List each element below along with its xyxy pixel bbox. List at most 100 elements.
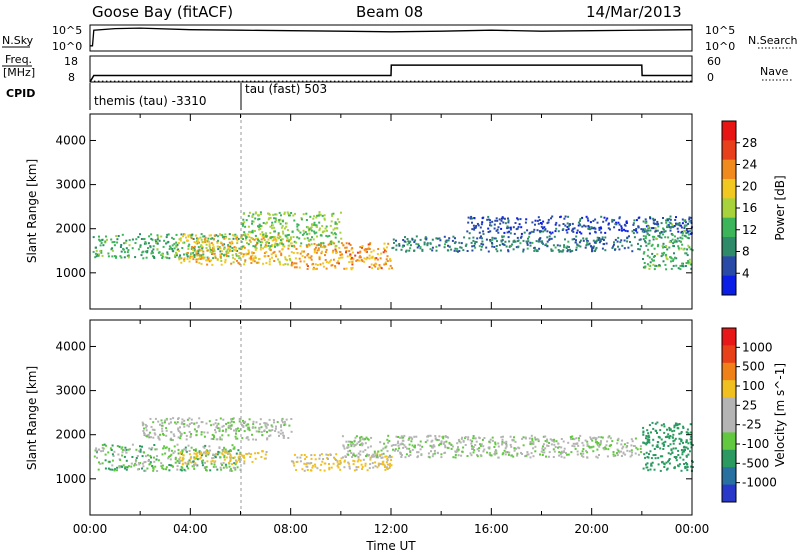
power-cell bbox=[507, 250, 510, 253]
velocity-cell bbox=[411, 444, 414, 447]
power-cell bbox=[596, 239, 599, 242]
power-cell bbox=[567, 215, 570, 218]
velocity-cell bbox=[173, 445, 176, 448]
velocity-cell bbox=[513, 436, 515, 439]
power-cell bbox=[296, 228, 299, 231]
power-cell bbox=[496, 228, 499, 231]
power-cell bbox=[578, 241, 581, 244]
velocity-cell bbox=[553, 440, 556, 443]
velocity-cell bbox=[191, 465, 194, 468]
velocity-cell bbox=[234, 467, 236, 469]
velocity-cell bbox=[328, 466, 331, 469]
velocity-cell bbox=[571, 444, 574, 447]
power-cell bbox=[315, 224, 318, 227]
velocity-cell bbox=[107, 451, 110, 454]
velocity-cell bbox=[280, 429, 283, 432]
power-cell bbox=[247, 214, 250, 217]
power-cell bbox=[321, 250, 323, 253]
velocity-cell bbox=[170, 437, 173, 440]
velocity-cell bbox=[663, 431, 666, 434]
power-cell bbox=[254, 256, 257, 259]
velocity-cell bbox=[607, 448, 610, 451]
velocity-cell bbox=[165, 446, 168, 449]
power-cell bbox=[278, 219, 281, 221]
power-cell bbox=[318, 229, 321, 232]
velocity-cell bbox=[557, 446, 559, 449]
power-cell bbox=[363, 260, 366, 263]
power-cell bbox=[614, 223, 617, 225]
power-cell bbox=[523, 231, 526, 234]
power-colorbar-tick-label-6: 4 bbox=[742, 266, 750, 280]
velocity-cell bbox=[156, 455, 158, 458]
velocity-cell bbox=[190, 446, 193, 449]
velocity-cell bbox=[299, 456, 302, 459]
power-cell bbox=[435, 237, 438, 240]
velocity-cell bbox=[259, 423, 262, 426]
power-cell bbox=[533, 246, 536, 249]
power-cell bbox=[487, 215, 490, 218]
power-cell bbox=[282, 245, 285, 248]
velocity-cell bbox=[230, 420, 233, 423]
power-cell bbox=[178, 250, 181, 252]
power-cell bbox=[515, 246, 518, 249]
power-cell bbox=[313, 221, 316, 224]
velocity-cell bbox=[470, 454, 473, 457]
velocity-cell bbox=[169, 458, 172, 461]
velocity-cell bbox=[248, 418, 251, 421]
power-cell bbox=[116, 238, 119, 241]
power-cell bbox=[363, 257, 366, 260]
power-cell bbox=[361, 260, 364, 263]
power-cell bbox=[413, 249, 416, 252]
power-cell bbox=[307, 239, 310, 242]
velocity-cell bbox=[472, 437, 475, 440]
power-cell bbox=[280, 252, 283, 255]
velocity-cell bbox=[290, 460, 293, 463]
power-cell bbox=[147, 242, 150, 245]
velocity-cell bbox=[534, 436, 536, 439]
power-cell bbox=[685, 224, 688, 227]
velocity-cell bbox=[180, 469, 183, 472]
power-cell bbox=[613, 219, 616, 222]
power-cell bbox=[284, 263, 287, 266]
velocity-cell bbox=[660, 438, 663, 441]
velocity-cell bbox=[504, 447, 507, 450]
velocity-cell bbox=[606, 440, 609, 443]
power-cell bbox=[259, 233, 262, 236]
power-cell bbox=[642, 258, 644, 260]
power-cell bbox=[152, 245, 155, 248]
power-cell bbox=[644, 265, 647, 268]
power-cell bbox=[674, 219, 677, 221]
power-cell bbox=[620, 229, 623, 232]
velocity-cell bbox=[180, 451, 182, 454]
power-cell bbox=[648, 256, 651, 259]
power-cell bbox=[256, 261, 259, 264]
power-cell bbox=[313, 232, 316, 235]
power-cell bbox=[244, 260, 247, 263]
power-cell bbox=[235, 237, 238, 240]
velocity-cell bbox=[376, 455, 379, 458]
velocity-cell bbox=[142, 423, 145, 426]
velocity-cell bbox=[271, 425, 274, 428]
velocity-cell bbox=[197, 424, 200, 427]
power-cell bbox=[312, 266, 315, 269]
power-cell bbox=[282, 220, 284, 223]
velocity-cell bbox=[408, 437, 411, 440]
power-cell bbox=[404, 236, 406, 239]
power-cell bbox=[368, 254, 371, 257]
power-cell bbox=[113, 244, 116, 247]
velocity-cell bbox=[374, 454, 377, 457]
power-cell bbox=[654, 227, 657, 229]
power-cell bbox=[290, 212, 293, 214]
power-cell bbox=[374, 265, 377, 268]
power-cell bbox=[226, 251, 229, 254]
velocity-cell bbox=[364, 449, 367, 452]
power-cell bbox=[512, 226, 515, 229]
power-cell bbox=[285, 222, 288, 225]
velocity-cell bbox=[343, 460, 346, 463]
power-cell bbox=[684, 224, 687, 227]
velocity-cell bbox=[211, 457, 214, 460]
power-cell bbox=[473, 244, 476, 247]
power-cell bbox=[306, 233, 309, 236]
velocity-cell bbox=[542, 451, 545, 454]
